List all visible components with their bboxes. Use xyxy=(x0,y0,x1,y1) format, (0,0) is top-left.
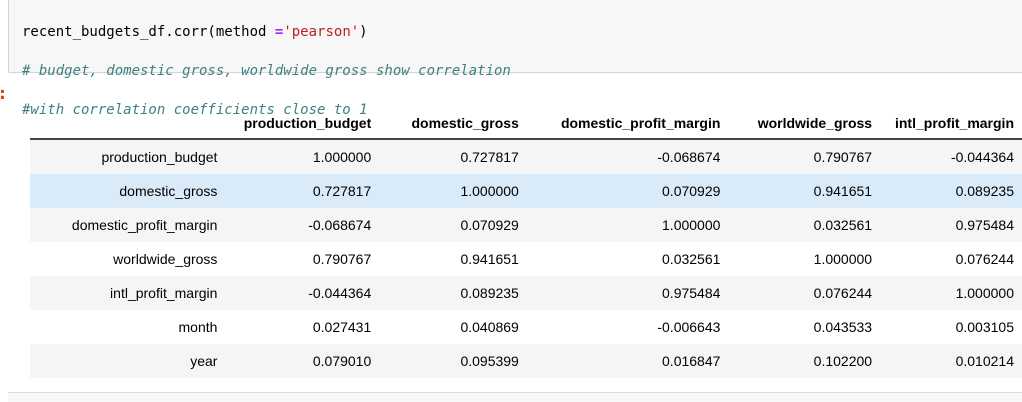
table-cell: 0.102200 xyxy=(813,353,873,369)
corner-header xyxy=(30,108,226,140)
table-row-highlighted: domestic_gross 0.727817 1.000000 0.07092… xyxy=(30,174,1022,208)
table-cell: 0.076244 xyxy=(955,251,1014,267)
table-cell: 1.000000 xyxy=(460,183,519,199)
table-cell: 0.016847 xyxy=(662,353,721,369)
table-cell: 0.070929 xyxy=(460,217,519,233)
table-cell: 0.070929 xyxy=(662,183,721,199)
correlation-table: production_budget domestic_gross domesti… xyxy=(30,108,1022,378)
column-header: domestic_profit_margin xyxy=(526,108,729,140)
table-cell: -0.044364 xyxy=(308,285,372,301)
table-row: month 0.027431 0.040869 -0.006643 0.0435… xyxy=(30,310,1022,344)
output-prompt: : xyxy=(0,83,8,104)
table-cell: 0.040869 xyxy=(460,319,519,335)
table-cell: 1.000000 xyxy=(312,149,372,165)
table-cell: 0.975484 xyxy=(955,217,1014,233)
code-text: recent_budgets_df.corr(method xyxy=(22,23,275,40)
table-cell: 0.790767 xyxy=(312,251,372,267)
column-header: worldwide_gross xyxy=(728,108,881,140)
code-text: ) xyxy=(359,23,368,40)
row-label: domestic_profit_margin xyxy=(71,217,218,233)
table-cell: -0.068674 xyxy=(308,217,372,233)
operator-token: = xyxy=(274,23,284,40)
table-cell: 0.043533 xyxy=(813,319,873,335)
row-label: month xyxy=(178,319,218,335)
row-label: production_budget xyxy=(101,149,218,165)
code-comment-1: # budget, domestic gross, worldwide gros… xyxy=(22,62,511,79)
code-cell-input[interactable]: recent_budgets_df.corr(method ='pearson'… xyxy=(8,0,1022,118)
code-line-1: recent_budgets_df.corr(method ='pearson'… xyxy=(22,23,1015,43)
column-header: production_budget xyxy=(225,108,380,140)
table-cell: 0.975484 xyxy=(662,285,721,301)
table-cell: -0.068674 xyxy=(657,149,721,165)
next-code-cell[interactable] xyxy=(8,392,1022,402)
table-cell: 1.000000 xyxy=(813,251,873,267)
table-row: worldwide_gross 0.790767 0.941651 0.0325… xyxy=(30,242,1022,276)
table-cell: 0.032561 xyxy=(662,251,721,267)
row-label: domestic_gross xyxy=(119,183,218,199)
row-label: worldwide_gross xyxy=(113,251,218,267)
table-cell: 0.010214 xyxy=(955,353,1014,369)
row-label: year xyxy=(190,353,218,369)
table-cell: 0.079010 xyxy=(312,353,372,369)
table-cell: 0.941651 xyxy=(460,251,519,267)
table-cell: -0.044364 xyxy=(950,149,1014,165)
table-cell: 0.076244 xyxy=(813,285,873,301)
table-cell: 1.000000 xyxy=(662,217,721,233)
table-cell: 0.032561 xyxy=(813,217,873,233)
string-token: 'pearson' xyxy=(283,23,360,40)
row-label: intl_profit_margin xyxy=(110,285,218,301)
table-cell: 0.095399 xyxy=(460,353,519,369)
column-header: domestic_gross xyxy=(379,108,527,140)
table-cell: 0.089235 xyxy=(955,183,1014,199)
table-row: intl_profit_margin -0.044364 0.089235 0.… xyxy=(30,276,1022,310)
table-row: production_budget 1.000000 0.727817 -0.0… xyxy=(30,139,1022,174)
table-cell: 1.000000 xyxy=(955,285,1014,301)
table-header-row: production_budget domestic_gross domesti… xyxy=(30,108,1022,140)
table-cell: 0.027431 xyxy=(312,319,372,335)
table-cell: -0.006643 xyxy=(657,319,721,335)
table-row: domestic_profit_margin -0.068674 0.07092… xyxy=(30,208,1022,242)
column-header: intl_profit_margin xyxy=(880,108,1022,140)
table-cell: 0.941651 xyxy=(813,183,873,199)
table-cell: 0.089235 xyxy=(460,285,519,301)
table-row: year 0.079010 0.095399 0.016847 0.102200… xyxy=(30,344,1022,378)
table-cell: 0.790767 xyxy=(813,149,873,165)
table-cell: 0.727817 xyxy=(312,183,372,199)
table-cell: 0.003105 xyxy=(955,319,1014,335)
table-cell: 0.727817 xyxy=(460,149,519,165)
